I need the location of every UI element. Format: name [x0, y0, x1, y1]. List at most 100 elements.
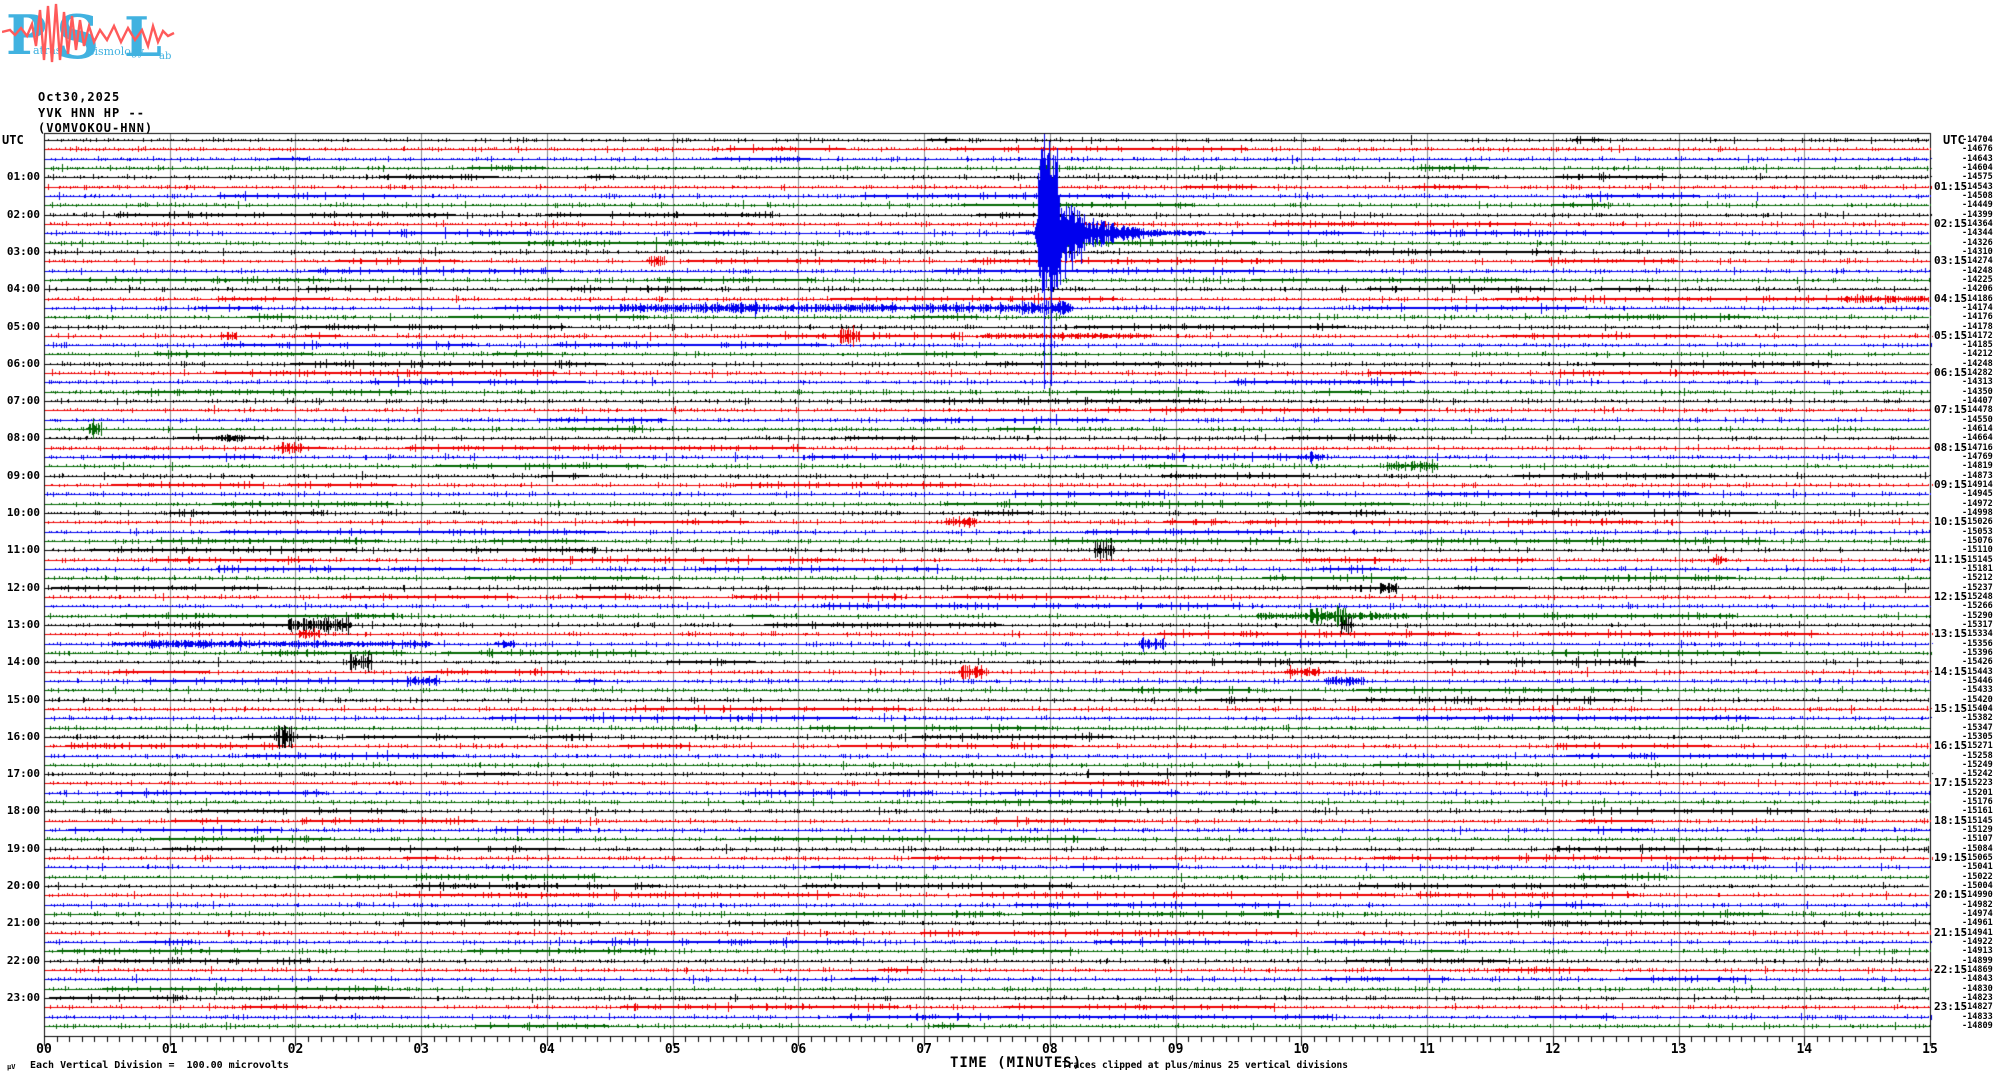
trace-offset-value: -14206: [1962, 284, 1993, 294]
trace-offset-value: -14982: [1962, 900, 1993, 910]
right-time-label: 11:15: [1934, 553, 1968, 566]
trace-offset-value: -14664: [1962, 433, 1993, 443]
trace-offset-value: -14350: [1962, 387, 1993, 397]
left-time-label: 06:00: [6, 357, 40, 370]
right-time-label: 09:15: [1934, 478, 1968, 491]
left-time-label: 10:00: [6, 506, 40, 519]
trace-offset-value: -14313: [1962, 377, 1993, 387]
trace-offset-value: -14172: [1962, 331, 1993, 341]
right-time-label: 06:15: [1934, 366, 1968, 379]
trace-offset-value: -14212: [1962, 349, 1993, 359]
left-time-label: 21:00: [6, 916, 40, 929]
trace-offset-value: -15433: [1962, 685, 1993, 695]
left-time-label: 23:00: [6, 991, 40, 1004]
right-time-label: 16:15: [1934, 739, 1968, 752]
left-time-label: 12:00: [6, 581, 40, 594]
trace-offset-value: -14869: [1962, 965, 1993, 975]
right-time-label: 10:15: [1934, 515, 1968, 528]
trace-offset-value: -14186: [1962, 294, 1993, 304]
left-time-label: 04:00: [6, 282, 40, 295]
trace-offset-value: -14830: [1962, 984, 1993, 994]
left-time-label: 05:00: [6, 320, 40, 333]
trace-offset-value: -14643: [1962, 154, 1993, 164]
x-tick-label: 06: [790, 1042, 807, 1057]
right-time-label: 20:15: [1934, 888, 1968, 901]
right-time-label: 08:15: [1934, 441, 1968, 454]
trace-offset-value: -14248: [1962, 359, 1993, 369]
trace-offset-value: -14274: [1962, 256, 1993, 266]
trace-offset-value: -15258: [1962, 751, 1993, 761]
trace-offset-value: -14407: [1962, 396, 1993, 406]
trace-offset-value: -14676: [1962, 144, 1993, 154]
date-label: Oct30,2025: [38, 90, 121, 104]
trace-offset-value: -15347: [1962, 723, 1993, 733]
trace-offset-value: -15446: [1962, 676, 1993, 686]
trace-offset-value: -15248: [1962, 592, 1993, 602]
trace-offset-value: -15242: [1962, 769, 1993, 779]
trace-offset-value: -15041: [1962, 862, 1993, 872]
trace-offset-value: -15266: [1962, 601, 1993, 611]
trace-offset-value: -14972: [1962, 499, 1993, 509]
x-tick-label: 03: [413, 1042, 430, 1057]
trace-offset-value: -15443: [1962, 667, 1993, 677]
left-time-label: 08:00: [6, 431, 40, 444]
right-time-label: 19:15: [1934, 851, 1968, 864]
trace-offset-value: -15129: [1962, 825, 1993, 835]
left-time-label: 18:00: [6, 804, 40, 817]
x-tick-label: 07: [916, 1042, 932, 1057]
trace-offset-value: -15065: [1962, 853, 1993, 863]
trace-offset-value: -15290: [1962, 611, 1993, 621]
trace-offset-value: -14823: [1962, 993, 1993, 1003]
trace-offset-value: -14575: [1962, 172, 1993, 182]
trace-offset-value: -15145: [1962, 555, 1993, 565]
right-time-label: 15:15: [1934, 702, 1968, 715]
x-tick-label: 08: [1042, 1042, 1058, 1057]
trace-offset-value: -15317: [1962, 620, 1993, 630]
trace-offset-value: -15404: [1962, 704, 1993, 714]
right-time-label: 21:15: [1934, 926, 1968, 939]
trace-offset-value: -15223: [1962, 778, 1993, 788]
trace-offset-value: -15305: [1962, 732, 1993, 742]
logo-word-ab: ab: [159, 51, 171, 62]
trace-offset-value: -14974: [1962, 909, 1993, 919]
utc-label-right: UTC: [1943, 133, 1965, 147]
trace-offset-value: -14225: [1962, 275, 1993, 285]
trace-offset-value: -14945: [1962, 489, 1993, 499]
channel-label: (VOMVOKOU-HNN): [38, 121, 154, 135]
trace-offset-value: -14185: [1962, 340, 1993, 350]
trace-offset-value: -14990: [1962, 890, 1993, 900]
trace-offset-value: -14998: [1962, 508, 1993, 518]
trace-offset-value: -14899: [1962, 956, 1993, 966]
x-tick-label: 00: [36, 1042, 52, 1057]
trace-offset-value: -15176: [1962, 797, 1993, 807]
right-time-label: 18:15: [1934, 814, 1968, 827]
trace-offset-value: -15334: [1962, 629, 1993, 639]
trace-offset-value: -15249: [1962, 760, 1993, 770]
left-time-label: 03:00: [6, 245, 40, 258]
trace-offset-value: -14941: [1962, 928, 1993, 938]
right-time-label: 02:15: [1934, 217, 1968, 230]
trace-offset-value: -14282: [1962, 368, 1993, 378]
trace-offset-value: -15237: [1962, 583, 1993, 593]
trace-offset-value: -15084: [1962, 844, 1993, 854]
trace-offset-value: -14604: [1962, 163, 1993, 173]
trace-offset-value: -15181: [1962, 564, 1993, 574]
trace-offset-value: -14449: [1962, 200, 1993, 210]
trace-offset-value: -14176: [1962, 312, 1993, 322]
trace-offset-value: -15053: [1962, 527, 1993, 537]
right-time-label: 23:15: [1934, 1000, 1968, 1013]
left-time-label: 02:00: [6, 208, 40, 221]
trace-offset-value: -15420: [1962, 695, 1993, 705]
x-tick-label: 01: [161, 1042, 178, 1057]
trace-offset-value: -14399: [1962, 210, 1993, 220]
trace-offset-value: -14344: [1962, 228, 1993, 238]
trace-offset-value: -14508: [1962, 191, 1993, 201]
trace-offset-value: -15382: [1962, 713, 1993, 723]
logo-word-eismology: eismology: [88, 45, 145, 58]
right-time-label: 03:15: [1934, 254, 1968, 267]
trace-offset-value: -14913: [1962, 946, 1993, 956]
trace-offset-value: -14833: [1962, 1012, 1993, 1022]
left-time-label: 14:00: [6, 655, 40, 668]
right-time-label: 17:15: [1934, 776, 1968, 789]
